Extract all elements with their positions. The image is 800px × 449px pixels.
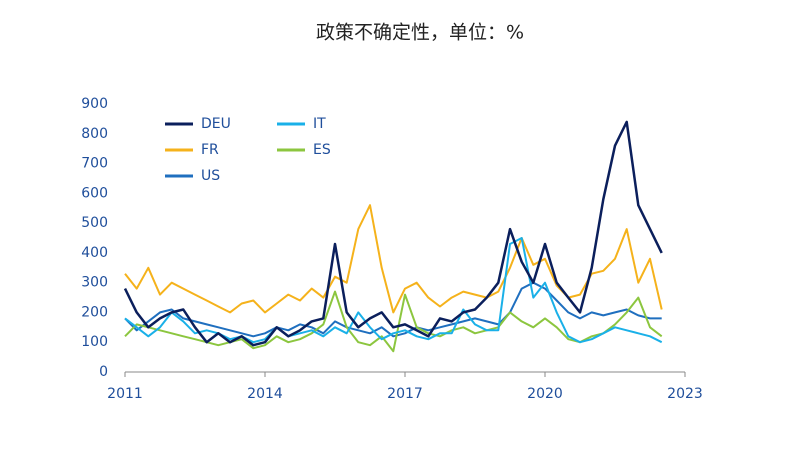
x-tick-label: 2020 (527, 386, 563, 402)
y-tick-label: 100 (81, 334, 108, 350)
legend-label: FR (201, 142, 219, 158)
series-line (124, 237, 663, 344)
chart-title: 政策不确定性，单位：% (316, 22, 524, 44)
legend-label: US (201, 168, 220, 184)
x-tick-label: 2014 (247, 386, 283, 402)
x-tick-label: 2023 (667, 386, 703, 402)
x-tick-label: 2011 (107, 386, 143, 402)
y-tick-label: 200 (81, 304, 108, 320)
y-tick-label: 400 (81, 245, 108, 261)
series-line (124, 290, 663, 353)
y-tick-label: 700 (81, 156, 108, 172)
y-tick-label: 300 (81, 275, 108, 291)
y-tick-label: 800 (81, 126, 108, 142)
legend-label: DEU (201, 116, 231, 132)
series-line (123, 120, 663, 347)
legend-label: ES (313, 142, 331, 158)
x-tick-label: 2017 (387, 386, 423, 402)
y-tick-label: 500 (81, 215, 108, 231)
series-line (124, 204, 663, 314)
y-tick-label: 0 (99, 364, 108, 380)
legend-label: IT (313, 116, 326, 132)
series-line (124, 281, 662, 338)
y-tick-label: 900 (81, 96, 108, 112)
y-tick-label: 600 (81, 185, 108, 201)
